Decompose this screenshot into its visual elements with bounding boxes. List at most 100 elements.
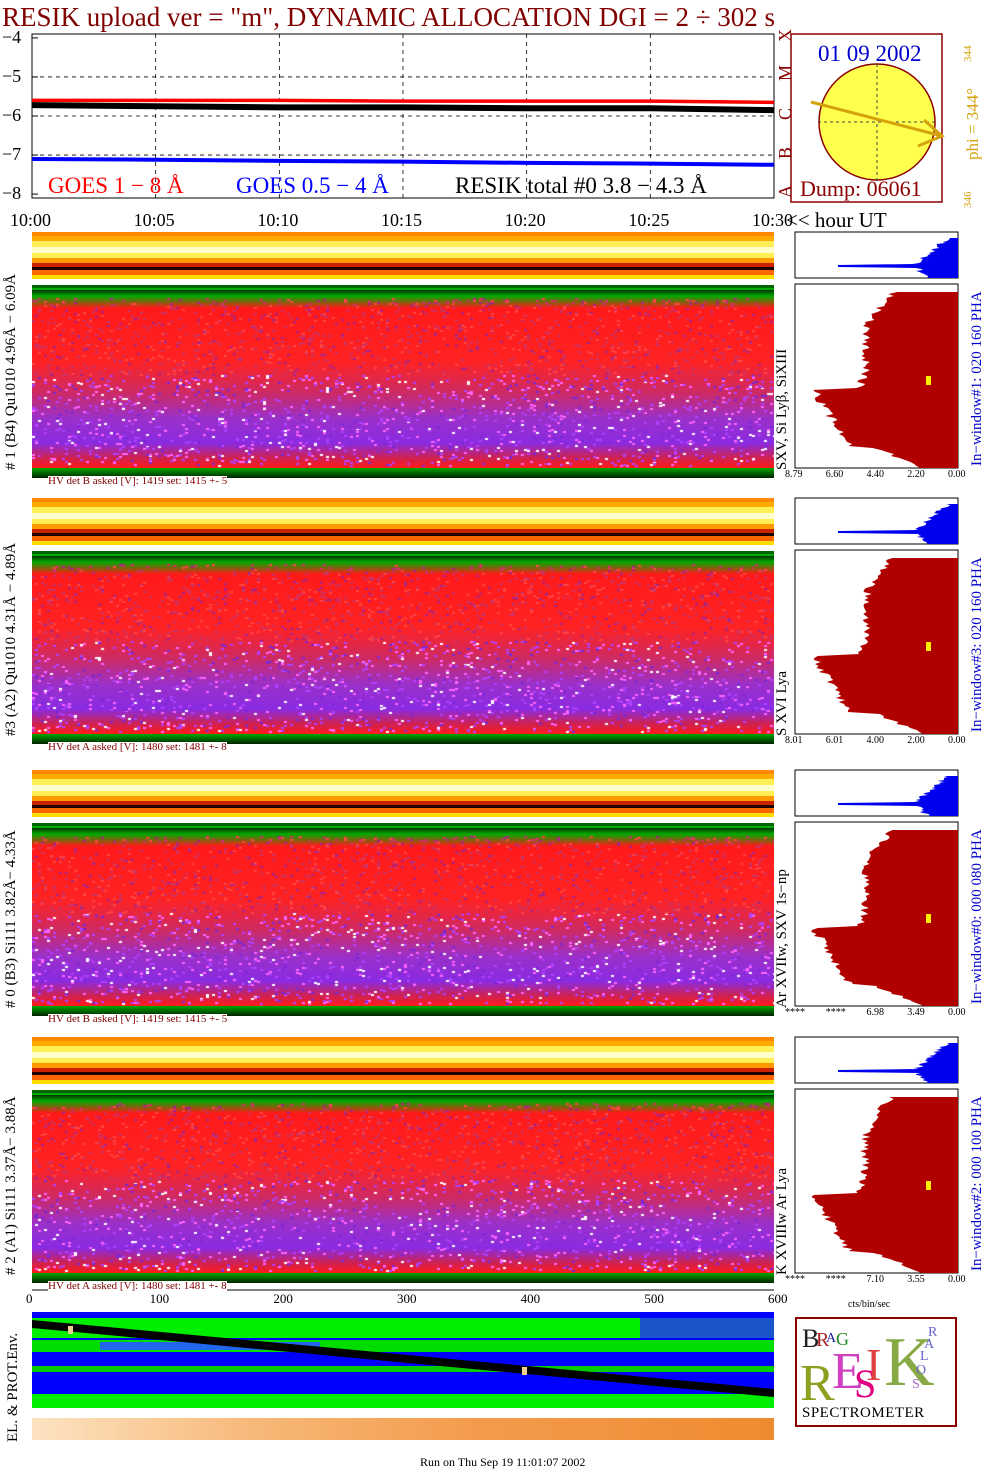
legend-goes-1-8: GOES 1 − 8 Å bbox=[48, 173, 184, 198]
goes-y-tick: −6 bbox=[2, 105, 22, 125]
sun-dump: Dump: 06061 bbox=[800, 176, 922, 201]
time-axis-unit: << hour UT bbox=[786, 208, 887, 232]
heat-speckle bbox=[32, 498, 774, 744]
logo-letter-r3: R bbox=[928, 1325, 938, 1340]
pha-panels bbox=[794, 231, 959, 1274]
logo-letter-o: O bbox=[916, 1363, 927, 1378]
bin-axis-unit: cts/bin/sec bbox=[848, 1299, 891, 1310]
pha-large-hist bbox=[813, 292, 958, 468]
footer-run-info: Run on Thu Sep 19 11:01:07 2002 bbox=[420, 1455, 586, 1469]
pha-tick-label: 0.00 bbox=[948, 1007, 966, 1018]
env-band bbox=[32, 1318, 774, 1338]
goes-y-tick: −7 bbox=[2, 144, 22, 165]
time-tick-label: 10:10 bbox=[257, 210, 299, 230]
sun-phi-arrowhead bbox=[917, 118, 945, 148]
time-tick-label: 10:05 bbox=[133, 210, 175, 230]
pha-tick-label: 7.10 bbox=[866, 1274, 885, 1285]
figure-title: RESIK upload ver = "m", DYNAMIC ALLOCATI… bbox=[2, 2, 776, 32]
legend-goes-05-4: GOES 0.5 − 4 Å bbox=[236, 173, 389, 198]
logo-caption: SPECTROMETER bbox=[802, 1405, 925, 1421]
channel-window-label: In−window#1: 020 160 PHA bbox=[969, 291, 985, 466]
pha-small-hist bbox=[838, 1043, 958, 1083]
goes-y-tick: −4 bbox=[2, 26, 22, 47]
bin-tick-label: 0 bbox=[26, 1291, 33, 1306]
bin-tick-label: 100 bbox=[149, 1291, 170, 1306]
pha-tick-label: **** bbox=[785, 1007, 805, 1018]
logo-letter-e: E bbox=[832, 1343, 864, 1400]
env-band bbox=[32, 1394, 774, 1408]
goes-05-4-line bbox=[31, 156, 775, 167]
logo-letter-i: I bbox=[866, 1339, 882, 1390]
goes-class-letter: M bbox=[775, 64, 795, 81]
goes-gridlines bbox=[32, 34, 774, 198]
bin-tick-label: 400 bbox=[520, 1291, 541, 1306]
goes-y-tick: −5 bbox=[2, 65, 22, 86]
channel-window-label: In−window#0: 000 080 PHA bbox=[969, 829, 985, 1004]
logo-letter-k: K bbox=[884, 1324, 935, 1401]
pha-tick-label: 8.79 bbox=[785, 469, 803, 480]
hv-status-text: HV det A asked [V]: 1480 set: 1481 +- 8 bbox=[48, 741, 227, 753]
goes-1-8-line bbox=[32, 98, 775, 105]
time-tick-label: 10:30 bbox=[752, 210, 794, 230]
logo-letter-r2: R bbox=[800, 1355, 835, 1412]
bin-tick-label: 500 bbox=[644, 1291, 664, 1306]
env-bottom-strip bbox=[32, 1418, 774, 1440]
heat-speckle bbox=[32, 770, 774, 1016]
pha-tick-label: 4.00 bbox=[866, 735, 885, 746]
logo-letter-s2: S bbox=[912, 1377, 920, 1392]
pha-tick-label: 2.00 bbox=[907, 735, 925, 746]
hv-status-text: HV det B asked [V]: 1419 set: 1415 +- 5 bbox=[48, 475, 228, 487]
bin-tick-label: 200 bbox=[273, 1291, 293, 1306]
env-marker-2 bbox=[522, 1367, 527, 1375]
env-particle-track bbox=[32, 1320, 774, 1397]
time-tick-label: 10:25 bbox=[628, 210, 670, 230]
goes-class-letter: C bbox=[775, 107, 795, 120]
pha-tick-label: 0.00 bbox=[948, 735, 966, 746]
bin-tick-label: 300 bbox=[397, 1291, 417, 1306]
pha-tick-label: **** bbox=[825, 1007, 846, 1018]
pha-large-hist bbox=[811, 1097, 958, 1273]
legend-resik-total: RESIK total #0 3.8 − 4.3 Å bbox=[455, 173, 707, 198]
pha-tick-label: 8.01 bbox=[785, 735, 803, 746]
pha-tick-label: **** bbox=[825, 1274, 846, 1285]
channel-heatmap bbox=[32, 770, 774, 1016]
pha-tick-label: 0.00 bbox=[948, 1274, 966, 1285]
heat-speckle bbox=[32, 1037, 774, 1283]
sun-phi-arrow bbox=[810, 100, 943, 138]
logo-letter-l: L bbox=[920, 1349, 929, 1364]
channel-left-label: # 1 (B4) Qu1010 4.96Å − 6.09Å bbox=[3, 274, 19, 470]
goes-class-letter: X bbox=[775, 29, 795, 42]
pha-tick-label: 6.60 bbox=[825, 469, 844, 480]
channel-line-label: K XVIIIw Ar Lya bbox=[774, 1167, 790, 1275]
logo-letter-r: R bbox=[816, 1329, 830, 1351]
pha-small-hist bbox=[838, 504, 958, 544]
pha-small-hist bbox=[838, 238, 958, 278]
resik-total-line bbox=[31, 102, 775, 114]
pha-marker bbox=[926, 914, 931, 923]
channel-line-label: SXV, Si Lyβ, SiXIII bbox=[774, 348, 790, 470]
heat-speckle bbox=[32, 232, 774, 478]
pha-tick-label: **** bbox=[785, 1274, 805, 1285]
env-panel-label: EL. & PROT.Env. bbox=[5, 1332, 21, 1442]
goes-y-tick: −8 bbox=[2, 183, 22, 204]
pha-marker bbox=[926, 1181, 931, 1190]
logo-letter-g: G bbox=[836, 1329, 849, 1349]
goes-class-letter: B bbox=[775, 146, 795, 159]
channel-left-label: # 2 (A1) Si111 3.37Å− 3.88Å bbox=[3, 1096, 19, 1275]
sun-phi-label: phi = 344° bbox=[963, 87, 982, 160]
env-band-shade bbox=[640, 1318, 774, 1338]
logo-letter-s: S bbox=[854, 1361, 877, 1406]
pha-tick-label: 6.98 bbox=[866, 1007, 885, 1018]
pha-marker bbox=[926, 642, 931, 651]
logo-letter-b: B bbox=[802, 1324, 820, 1353]
env-band-shade bbox=[100, 1342, 320, 1350]
pha-tick-label: 2.20 bbox=[907, 469, 925, 480]
pha-tick-label: 0.00 bbox=[948, 469, 966, 480]
channel-heatmap bbox=[32, 498, 774, 744]
pha-marker bbox=[926, 376, 931, 385]
hv-status-text: HV det A asked [V]: 1480 set: 1481 +- 8 bbox=[48, 1280, 227, 1292]
pha-small-hist bbox=[838, 776, 958, 816]
logo-letter-a2: A bbox=[924, 1337, 935, 1352]
time-tick-label: 10:20 bbox=[504, 210, 546, 230]
bin-tick-label: 600 bbox=[768, 1291, 788, 1306]
